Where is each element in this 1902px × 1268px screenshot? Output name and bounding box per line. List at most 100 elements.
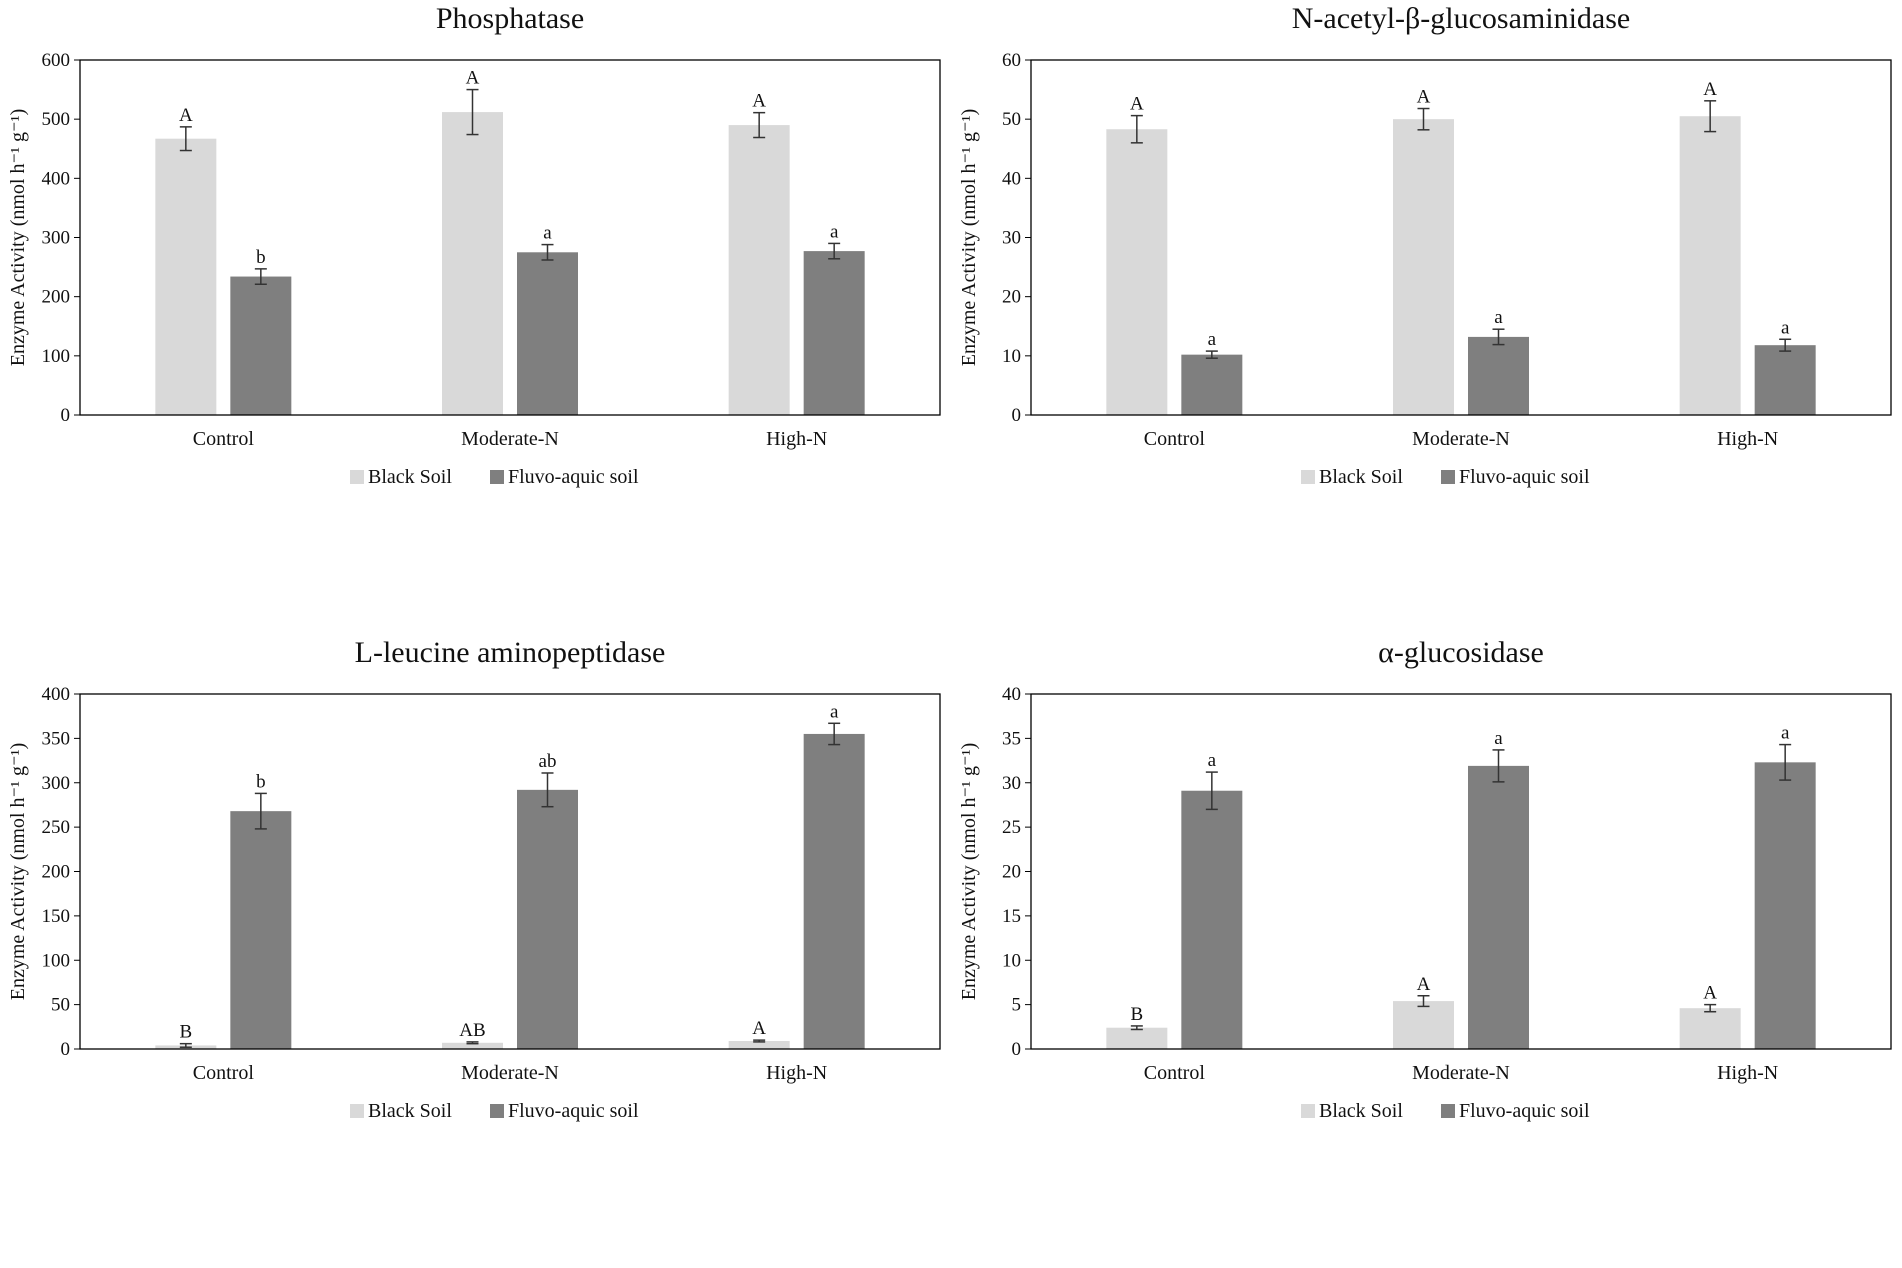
plot-border xyxy=(1030,693,1892,1050)
x-category-label: Moderate-N xyxy=(461,1062,559,1084)
y-tick-label: 200 xyxy=(42,862,71,883)
legend-label-black-soil: Black Soil xyxy=(368,1100,452,1122)
y-tick-label: 30 xyxy=(1002,228,1021,249)
significance-letter: A xyxy=(179,105,193,126)
y-tick-label: 5 xyxy=(1012,995,1022,1016)
legend-swatch-black-soil xyxy=(1301,470,1315,484)
bar-fluvo-aquic-soil-control xyxy=(230,276,292,415)
bar-black-soil-moderate-n xyxy=(1393,119,1454,416)
significance-letter: A xyxy=(1417,87,1431,108)
y-tick-label: 20 xyxy=(1002,862,1021,883)
legend-label-fluvo-aquic-soil: Fluvo-aquic soil xyxy=(1459,466,1590,488)
y-tick-label: 15 xyxy=(1002,906,1021,927)
y-tick-label: 10 xyxy=(1002,950,1021,971)
bar-black-soil-high-n xyxy=(728,1041,790,1049)
x-category-label: Control xyxy=(1144,428,1206,450)
significance-letter: A xyxy=(1703,983,1717,1004)
bar-black-soil-moderate-n xyxy=(1393,1001,1454,1049)
y-tick-label: 0 xyxy=(61,405,71,426)
significance-letter: B xyxy=(1130,1004,1143,1025)
bar-black-soil-high-n xyxy=(1679,1008,1741,1049)
y-axis-label: Enzyme Activity (nmol h⁻¹ g⁻¹) xyxy=(958,743,980,1001)
chart-svg: N-acetyl-β-glucosaminidase Enzyme Activit… xyxy=(958,2,1892,488)
chart-svg: Phosphatase Enzyme Activity (nmol h⁻¹ g⁻¹… xyxy=(7,2,941,488)
significance-letter: A xyxy=(466,68,480,89)
y-tick-label: 150 xyxy=(42,906,71,927)
bar-fluvo-aquic-soil-moderate-n xyxy=(1468,765,1529,1049)
significance-letter: a xyxy=(1781,723,1790,744)
significance-letter: AB xyxy=(459,1020,485,1041)
bar-fluvo-aquic-soil-control xyxy=(1181,354,1243,415)
x-category-label: High-N xyxy=(1717,1062,1778,1084)
bar-black-soil-moderate-n xyxy=(442,112,503,416)
y-tick-label: 60 xyxy=(1002,50,1021,71)
legend-label-fluvo-aquic-soil: Fluvo-aquic soil xyxy=(1459,1100,1590,1122)
y-tick-label: 200 xyxy=(42,287,71,308)
legend-swatch-black-soil xyxy=(350,470,364,484)
chart-title: α-glucosidase xyxy=(1378,636,1544,669)
significance-letter: a xyxy=(1208,750,1217,771)
x-category-label: High-N xyxy=(1717,428,1778,450)
chart-panel-n-acetyl-glucosaminidase: N-acetyl-β-glucosaminidase Enzyme Activit… xyxy=(951,0,1902,634)
significance-letter: a xyxy=(1494,307,1503,328)
legend-swatch-fluvo-aquic-soil xyxy=(1441,470,1455,484)
y-tick-label: 0 xyxy=(1012,405,1022,426)
significance-letter: ab xyxy=(539,751,557,772)
legend-label-fluvo-aquic-soil: Fluvo-aquic soil xyxy=(508,1100,639,1122)
y-tick-label: 0 xyxy=(61,1039,71,1060)
significance-letter: a xyxy=(830,701,839,722)
significance-letter: A xyxy=(752,1018,766,1039)
significance-letter: a xyxy=(543,223,552,244)
y-tick-label: 600 xyxy=(42,50,71,71)
bar-fluvo-aquic-soil-moderate-n xyxy=(517,252,578,415)
y-tick-label: 20 xyxy=(1002,287,1021,308)
significance-letter: A xyxy=(1703,79,1717,100)
x-category-label: High-N xyxy=(766,1062,827,1084)
chart-svg: L-leucine aminopeptidase Enzyme Activity … xyxy=(7,636,941,1122)
significance-letter: A xyxy=(752,91,766,112)
y-tick-label: 40 xyxy=(1002,684,1021,705)
chart-title: L-leucine aminopeptidase xyxy=(355,636,666,669)
bar-black-soil-high-n xyxy=(1679,116,1741,415)
x-category-label: Moderate-N xyxy=(1412,428,1510,450)
x-category-label: High-N xyxy=(766,428,827,450)
bar-black-soil-high-n xyxy=(728,125,790,415)
bar-fluvo-aquic-soil-control xyxy=(230,811,292,1049)
y-tick-label: 300 xyxy=(42,773,71,794)
y-tick-label: 0 xyxy=(1012,1039,1022,1060)
chart-panel-phosphatase: Phosphatase Enzyme Activity (nmol h⁻¹ g⁻¹… xyxy=(0,0,951,634)
plot-border xyxy=(79,59,941,416)
y-tick-label: 400 xyxy=(42,684,71,705)
significance-letter: b xyxy=(256,771,266,792)
bar-fluvo-aquic-soil-high-n xyxy=(1754,762,1816,1049)
x-category-label: Control xyxy=(1144,1062,1206,1084)
plot-border xyxy=(1030,59,1892,416)
x-category-label: Moderate-N xyxy=(1412,1062,1510,1084)
significance-letter: A xyxy=(1417,974,1431,995)
legend-swatch-black-soil xyxy=(1301,1104,1315,1118)
y-tick-label: 10 xyxy=(1002,346,1021,367)
y-axis-label: Enzyme Activity (nmol h⁻¹ g⁻¹) xyxy=(7,743,29,1001)
bar-black-soil-moderate-n xyxy=(442,1042,503,1049)
legend-label-black-soil: Black Soil xyxy=(1319,466,1403,488)
bar-black-soil-control xyxy=(155,138,217,416)
chart-title: N-acetyl-β-glucosaminidase xyxy=(1292,2,1630,35)
x-category-label: Moderate-N xyxy=(461,428,559,450)
y-tick-label: 40 xyxy=(1002,168,1021,189)
legend-label-black-soil: Black Soil xyxy=(368,466,452,488)
y-tick-label: 50 xyxy=(1002,109,1021,130)
chart-svg: α-glucosidase Enzyme Activity (nmol h⁻¹ g… xyxy=(958,636,1892,1122)
significance-letter: a xyxy=(830,221,839,242)
y-tick-label: 400 xyxy=(42,168,71,189)
bar-fluvo-aquic-soil-high-n xyxy=(1754,345,1816,415)
chart-panel-l-leucine-aminopeptidase: L-leucine aminopeptidase Enzyme Activity … xyxy=(0,634,951,1268)
significance-letter: B xyxy=(179,1022,192,1043)
legend-label-fluvo-aquic-soil: Fluvo-aquic soil xyxy=(508,466,639,488)
legend-label-black-soil: Black Soil xyxy=(1319,1100,1403,1122)
y-tick-label: 500 xyxy=(42,109,71,130)
significance-letter: A xyxy=(1130,94,1144,115)
bar-black-soil-control xyxy=(1106,1027,1168,1049)
x-category-label: Control xyxy=(193,1062,255,1084)
y-tick-label: 30 xyxy=(1002,773,1021,794)
y-tick-label: 50 xyxy=(51,995,70,1016)
